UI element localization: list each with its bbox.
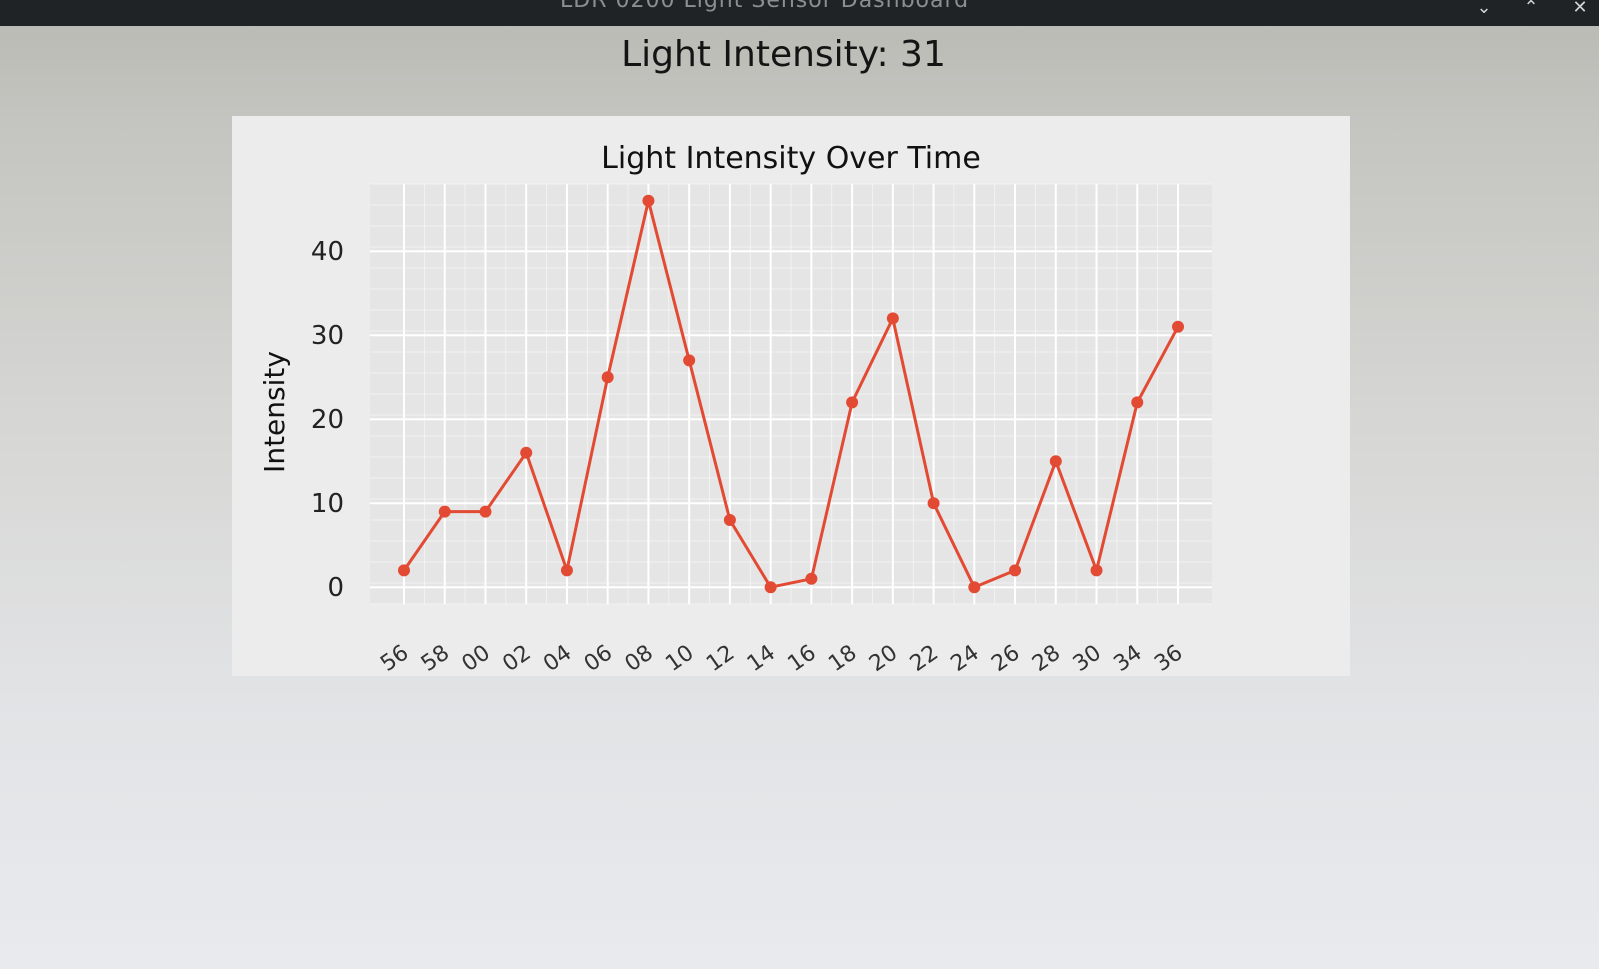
chart-title: Light Intensity Over Time: [601, 141, 981, 176]
x-tick-label: 16: [784, 640, 821, 676]
data-point: [1131, 396, 1144, 409]
data-points-layer: [398, 194, 1184, 594]
y-tick-label: 20: [311, 405, 344, 435]
data-point: [642, 194, 655, 207]
x-tick-label: 14: [743, 640, 780, 676]
x-tick-label: 34: [1109, 640, 1146, 676]
chart-panel: 0 10 20 30 40 56 58 00 02 04 06 08 10 12 14 16 18 20 22 24…: [232, 116, 1350, 676]
data-point: [1009, 564, 1022, 577]
y-axis-label: Intensity: [258, 351, 291, 473]
minimize-button[interactable]: ⌄: [1476, 0, 1492, 18]
x-tick-label: 08: [621, 640, 658, 676]
data-point: [723, 514, 736, 526]
x-tick-label: 10: [661, 640, 698, 676]
close-button[interactable]: ✕: [1572, 0, 1588, 18]
x-tick-label: 02: [498, 640, 535, 676]
y-tick-label: 30: [311, 321, 344, 351]
y-tick-label: 40: [311, 237, 344, 267]
data-point: [846, 396, 859, 409]
x-tick-label: 24: [946, 640, 983, 676]
y-tick-label: 0: [327, 573, 344, 603]
data-point: [479, 505, 492, 518]
data-point: [438, 505, 451, 518]
x-tick-label: 06: [580, 640, 617, 676]
data-point: [560, 564, 573, 577]
x-tick-label: 58: [417, 640, 454, 676]
light-intensity-readout: Light Intensity: 31: [621, 34, 946, 75]
series-line: [402, 199, 1180, 589]
x-tick-label: 28: [1028, 640, 1065, 676]
x-tick-label: 00: [458, 640, 495, 676]
data-point: [520, 446, 533, 459]
maximize-button[interactable]: ⌃: [1523, 0, 1539, 18]
x-axis-ticks: 56 58 00 02 04 06 08 10 12 14 16 18 20 22 24 26 28 30 34 36: [376, 640, 1187, 676]
data-point: [398, 564, 410, 577]
y-axis-ticks: 0 10 20 30 40: [311, 237, 344, 603]
data-point: [683, 354, 696, 367]
x-tick-label: 20: [865, 640, 902, 676]
data-point: [601, 371, 614, 384]
x-tick-label: 04: [539, 640, 576, 676]
x-tick-label: 36: [1150, 640, 1187, 676]
x-tick-label: 18: [824, 640, 861, 676]
data-point: [968, 581, 981, 594]
x-tick-label: 30: [1069, 640, 1106, 676]
x-tick-label: 22: [906, 640, 943, 676]
data-point: [1172, 320, 1184, 333]
window-title: LDR 0200 Light Sensor Dashboard: [560, 0, 1040, 12]
series-line-layer: [402, 199, 1180, 589]
data-point: [764, 581, 777, 594]
x-tick-label: 12: [702, 640, 739, 676]
data-point: [1090, 564, 1103, 577]
window-titlebar: LDR 0200 Light Sensor Dashboard ⌄ ⌃ ✕: [0, 0, 1599, 26]
grid-lines: [370, 183, 1212, 605]
data-point: [927, 497, 940, 510]
x-tick-label: 26: [987, 640, 1024, 676]
data-point: [805, 572, 818, 585]
data-point: [886, 312, 899, 325]
y-tick-label: 10: [311, 489, 344, 519]
x-tick-label: 56: [376, 640, 413, 676]
data-point: [1049, 455, 1062, 468]
